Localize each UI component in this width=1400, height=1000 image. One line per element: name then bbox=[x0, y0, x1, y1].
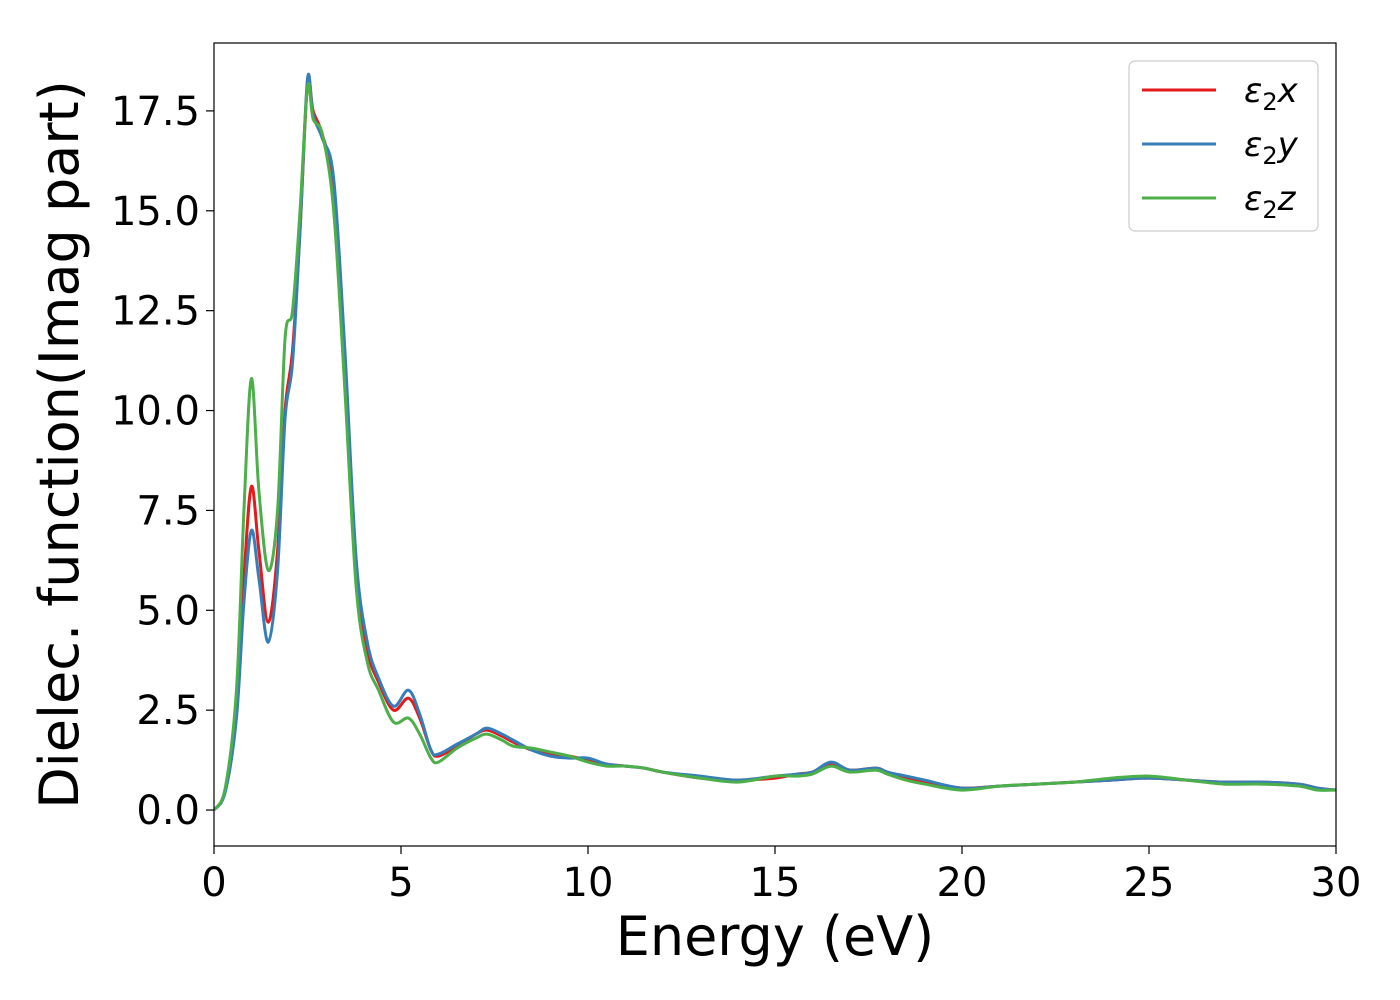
legend-box bbox=[1128, 60, 1319, 232]
y-tick-label: 2.5 bbox=[136, 688, 200, 734]
x-tick-label: 15 bbox=[750, 860, 801, 906]
x-tick-label: 10 bbox=[563, 860, 614, 906]
y-tick-label: 12.5 bbox=[111, 289, 200, 335]
legend-label: ε2y bbox=[1244, 125, 1299, 170]
x-tick-label: 5 bbox=[388, 860, 413, 906]
x-axis: 0 5 10 15 20 25 30 bbox=[201, 846, 1361, 906]
y-tick-label: 7.5 bbox=[136, 488, 200, 534]
legend-label: ε2x bbox=[1244, 71, 1299, 116]
x-tick-label: 0 bbox=[201, 860, 226, 906]
y-tick-label: 5.0 bbox=[136, 588, 200, 634]
x-tick-label: 20 bbox=[937, 860, 988, 906]
legend-label: ε2z bbox=[1244, 179, 1297, 224]
x-axis-title: Energy (eV) bbox=[616, 905, 935, 968]
y-axis: 0.0 2.5 5.0 7.5 10.0 12.5 15.0 17.5 bbox=[111, 89, 214, 834]
plot-area bbox=[214, 73, 1336, 812]
plot-frame bbox=[213, 42, 1337, 847]
series-line-e2z bbox=[214, 82, 1336, 811]
y-tick-label: 0.0 bbox=[136, 788, 200, 834]
y-tick-label: 10.0 bbox=[111, 389, 200, 435]
x-tick-label: 25 bbox=[1124, 860, 1175, 906]
legend: ε2x ε2y ε2z bbox=[1128, 60, 1319, 232]
x-tick-label: 30 bbox=[1311, 860, 1362, 906]
y-axis-title: Dielec. function(Imag part) bbox=[28, 80, 91, 809]
y-tick-label: 17.5 bbox=[111, 89, 200, 135]
y-tick-label: 15.0 bbox=[111, 189, 200, 235]
